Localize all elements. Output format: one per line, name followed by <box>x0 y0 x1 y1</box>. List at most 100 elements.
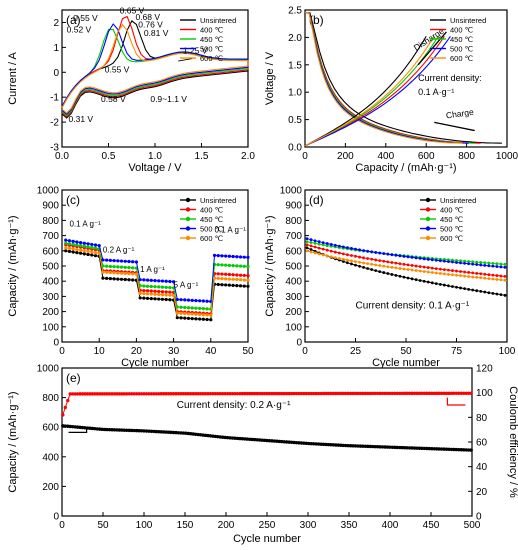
legend-label: 400 ℃ <box>450 26 474 35</box>
cycle-point <box>342 258 345 261</box>
cycle-point <box>479 290 482 293</box>
rate-point <box>120 278 123 281</box>
cycle-point <box>306 246 309 249</box>
legend-label: 400 ℃ <box>200 26 224 35</box>
rate-point <box>187 306 190 309</box>
annotation: 0.2 A g⁻¹ <box>103 245 135 254</box>
x-tick-label: 450 <box>423 520 440 531</box>
rate-point <box>209 314 212 317</box>
cycle-point <box>500 278 503 281</box>
rate-point <box>124 260 127 263</box>
cycle-point <box>382 265 385 268</box>
rate-point <box>83 242 86 245</box>
cycle-point <box>378 259 381 262</box>
cycle-point <box>342 246 345 249</box>
rate-point <box>194 307 197 310</box>
x-tick-label: 600 <box>418 151 435 162</box>
x-tick-label: 40 <box>205 346 217 357</box>
cycle-point <box>500 266 503 269</box>
efficiency-axis-arrow <box>447 398 465 405</box>
rate-point <box>79 241 82 244</box>
rate-point <box>142 289 145 292</box>
charge-arrow <box>434 122 474 130</box>
cycle-point <box>378 252 381 255</box>
rate-point <box>153 290 156 293</box>
cycle-point <box>491 274 494 277</box>
rate-point <box>112 259 115 262</box>
cycle-point <box>423 270 426 273</box>
y-tick-label: -3 <box>50 143 59 154</box>
y-axis-label: Current / A <box>7 52 19 105</box>
rate-point <box>217 254 220 257</box>
cycle-point <box>346 259 349 262</box>
rate-point <box>228 284 231 287</box>
rate-point <box>194 313 197 316</box>
cycle-point <box>403 276 406 279</box>
rate-point <box>183 317 186 320</box>
x-tick-label: 0 <box>59 520 65 531</box>
rate-point <box>150 285 153 288</box>
legend-label: Unsintered <box>450 16 486 25</box>
cycle-point <box>338 257 341 260</box>
rate-point <box>198 299 201 302</box>
rate-point <box>112 265 115 268</box>
cycle-point <box>415 256 418 259</box>
cycle-point <box>395 266 398 269</box>
cycle-point <box>411 269 414 272</box>
legend-marker <box>186 198 190 202</box>
x-tick-label: 50 <box>400 346 412 357</box>
rate-point <box>220 254 223 257</box>
legend-label: 500 ℃ <box>200 225 224 234</box>
cycle-point <box>370 258 373 261</box>
rate-point <box>220 263 223 266</box>
y-tick-label: 300 <box>42 292 59 303</box>
y-tick-label: 500 <box>42 262 59 273</box>
rate-point <box>191 317 194 320</box>
rate-point <box>205 300 208 303</box>
cycle-point <box>403 263 406 266</box>
legend-label: 600 ℃ <box>200 54 224 63</box>
cycle-point <box>496 262 499 265</box>
rate-point <box>142 278 145 281</box>
rate-point <box>239 274 242 277</box>
rate-point <box>83 252 86 255</box>
cycle-point <box>471 289 474 292</box>
cycle-point <box>306 249 309 252</box>
cycle-point <box>491 292 494 295</box>
cycle-point <box>427 281 430 284</box>
cycle-point <box>306 240 309 243</box>
legend-label: 450 ℃ <box>200 35 224 44</box>
cycle-point <box>382 271 385 274</box>
rate-point <box>220 283 223 286</box>
rate-point <box>235 273 238 276</box>
rate-point <box>124 266 127 269</box>
cycle-point <box>435 259 438 262</box>
y-tick-label: 500 <box>285 262 302 273</box>
rate-point <box>220 272 223 275</box>
cycle-point <box>306 243 309 246</box>
rate-point <box>224 273 227 276</box>
rate-point <box>176 312 179 315</box>
cycle-point <box>314 239 317 242</box>
cycle-point <box>382 252 385 255</box>
cycle-point <box>354 260 357 263</box>
cycle-point <box>415 265 418 268</box>
cycle-point <box>350 259 353 262</box>
rate-point <box>94 254 97 257</box>
rate-point <box>179 316 182 319</box>
x-axis-label: Cycle number <box>372 357 440 369</box>
rate-point <box>239 264 242 267</box>
cycle-point <box>306 237 309 240</box>
cycle-point <box>463 287 466 290</box>
y-tick-label: 1 <box>53 43 59 54</box>
cycle-point <box>407 268 410 271</box>
rate-point <box>139 292 142 295</box>
cycle-point <box>479 272 482 275</box>
cycle-point <box>504 275 507 278</box>
cycle-point <box>399 262 402 265</box>
legend-marker <box>426 236 430 240</box>
cycle-point <box>500 293 503 296</box>
rate-point <box>179 298 182 301</box>
rate-point <box>124 272 127 275</box>
cycle-point <box>382 260 385 263</box>
